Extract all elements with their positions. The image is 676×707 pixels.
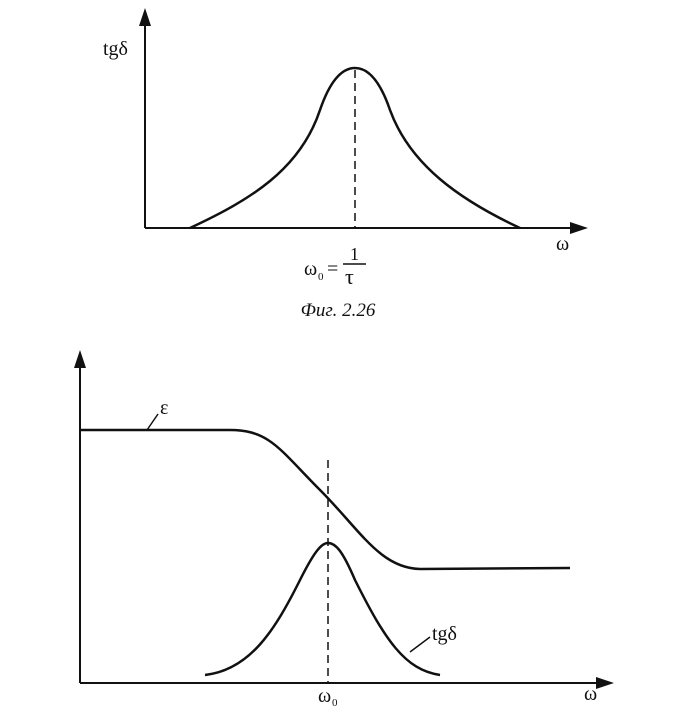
peak-equals: = (327, 258, 338, 280)
arrow (596, 677, 614, 689)
peak-numerator: 1 (350, 244, 359, 264)
epsilon-label: ε (160, 397, 168, 419)
caption: Фиг. 2.26 (301, 300, 376, 321)
arrow (570, 222, 588, 234)
tg-label: tgδ (432, 623, 457, 645)
peak-subscript: 0 (318, 271, 324, 283)
peak-omega: ω (304, 258, 317, 280)
arrow (74, 350, 86, 368)
arrow (139, 8, 151, 26)
peak-subscript: 0 (332, 697, 338, 707)
epsilon-curve (80, 428, 571, 571)
tg-curve (204, 541, 441, 677)
figure-2: ε tgδ ω 0 ω (74, 350, 614, 707)
x-label: ω (584, 683, 597, 705)
figure-1: tgδ ω ω 0 = 1 τ Фиг. 2.26 (103, 8, 588, 321)
x-label: ω (556, 233, 569, 255)
peak-denominator: τ (345, 264, 354, 289)
leader (146, 413, 159, 431)
leader (409, 636, 431, 653)
y-label: tgδ (103, 38, 128, 60)
loss-curve (189, 66, 521, 230)
peak-omega: ω (318, 685, 331, 707)
